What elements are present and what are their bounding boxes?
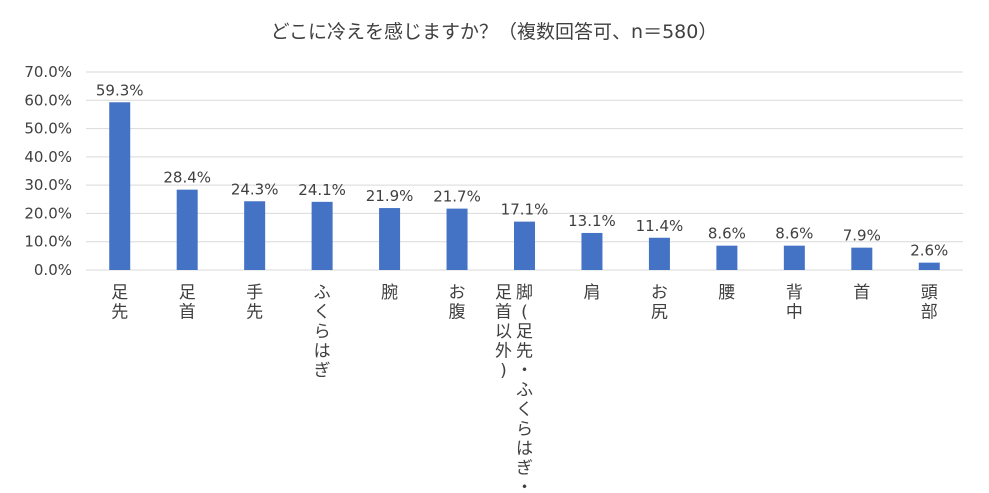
category-char: 足 — [179, 283, 196, 303]
category-label: 背中 — [786, 283, 803, 323]
y-tick-label: 40.0% — [24, 148, 72, 166]
data-label: 24.3% — [231, 180, 279, 198]
data-label: 24.1% — [298, 181, 346, 199]
bars — [109, 102, 940, 270]
category-char: ・ — [516, 478, 533, 493]
category-label: 頭部 — [921, 283, 938, 323]
category-char: 中 — [786, 303, 803, 323]
category-char: 首 — [179, 303, 196, 323]
category-char: ( — [521, 303, 528, 323]
chart-title: どこに冷えを感じますか？（複数回答可、n＝580） — [271, 21, 718, 43]
data-label: 59.3% — [96, 81, 144, 99]
category-label: お腹 — [449, 283, 466, 323]
category-char: 外 — [495, 342, 512, 362]
category-label: 足首 — [179, 283, 196, 323]
category-char: 脚 — [516, 283, 533, 303]
category-char: 手 — [246, 283, 263, 303]
bar — [581, 232, 603, 270]
category-char: 先 — [246, 303, 263, 323]
bar — [176, 189, 198, 270]
y-tick-label: 10.0% — [24, 233, 72, 251]
gridlines — [86, 71, 963, 271]
category-char: お — [449, 283, 466, 303]
category-char: お — [651, 283, 668, 303]
y-tick-label: 50.0% — [24, 120, 72, 138]
data-labels: 59.3% 28.4% 24.3% 24.1% 21.9% 21.7% 17.1% 13.1%… — [96, 81, 948, 259]
data-label: 21.9% — [366, 187, 414, 205]
bar — [648, 237, 670, 270]
category-label: 首 — [853, 283, 870, 303]
data-label: 11.4% — [636, 217, 684, 235]
data-label: 8.6% — [708, 225, 746, 243]
bar — [716, 245, 738, 270]
category-char: 腕 — [381, 283, 398, 303]
y-tick-label: 70.0% — [24, 63, 72, 81]
category-char: 尻 — [651, 303, 668, 323]
bar — [311, 201, 333, 270]
category-label: 腕 — [381, 283, 398, 303]
category-char: ふ — [516, 381, 533, 401]
category-label: 足先 — [111, 283, 128, 323]
category-char: ) — [500, 361, 507, 381]
category-label: 肩 — [583, 283, 600, 303]
bar — [918, 262, 940, 270]
data-label: 17.1% — [501, 201, 549, 219]
data-label: 8.6% — [775, 225, 813, 243]
data-label: 13.1% — [568, 212, 616, 230]
y-tick-label: 20.0% — [24, 204, 72, 222]
category-char: 腹 — [449, 303, 466, 323]
bar — [446, 208, 468, 270]
category-char: 足 — [495, 283, 512, 303]
bar — [244, 201, 266, 270]
bar — [783, 245, 805, 270]
category-label: 腰 — [718, 283, 735, 303]
data-label: 2.6% — [910, 242, 948, 260]
bar — [109, 102, 131, 270]
category-char: ・ — [516, 361, 533, 381]
category-char: 腰 — [718, 283, 735, 303]
category-char: ら — [314, 322, 331, 342]
data-label: 7.9% — [843, 227, 881, 245]
category-char: く — [314, 303, 331, 323]
bar — [851, 247, 873, 270]
category-label: お尻 — [651, 283, 668, 323]
category-char: ふ — [314, 283, 331, 303]
data-label: 21.7% — [433, 188, 481, 206]
category-char: は — [516, 439, 533, 459]
category-char: 足 — [516, 322, 533, 342]
y-tick-label: 0.0% — [34, 261, 72, 279]
y-tick-label: 60.0% — [24, 91, 72, 109]
category-char: 以 — [495, 322, 512, 342]
y-axis-ticks: 0.0% 10.0% 20.0% 30.0% 40.0% 50.0% 60.0% 70.0% — [24, 63, 72, 279]
category-char: 首 — [495, 303, 512, 323]
category-char: は — [314, 342, 331, 362]
data-label: 28.4% — [163, 169, 211, 187]
category-char: 背 — [786, 283, 803, 303]
category-char: ぎ — [314, 361, 331, 381]
category-char: 部 — [921, 303, 938, 323]
category-char: 先 — [516, 342, 533, 362]
bar — [514, 221, 535, 270]
bar — [379, 208, 401, 270]
category-char: 頭 — [921, 283, 938, 303]
category-label: 手先 — [246, 283, 263, 323]
category-char: ぎ — [516, 459, 533, 479]
category-char: 首 — [853, 283, 870, 303]
category-char: く — [516, 400, 533, 420]
category-char: 足 — [111, 283, 128, 303]
category-char: ら — [516, 420, 533, 440]
category-char: 先 — [111, 303, 128, 323]
category-char: 肩 — [583, 283, 600, 303]
y-tick-label: 30.0% — [24, 176, 72, 194]
